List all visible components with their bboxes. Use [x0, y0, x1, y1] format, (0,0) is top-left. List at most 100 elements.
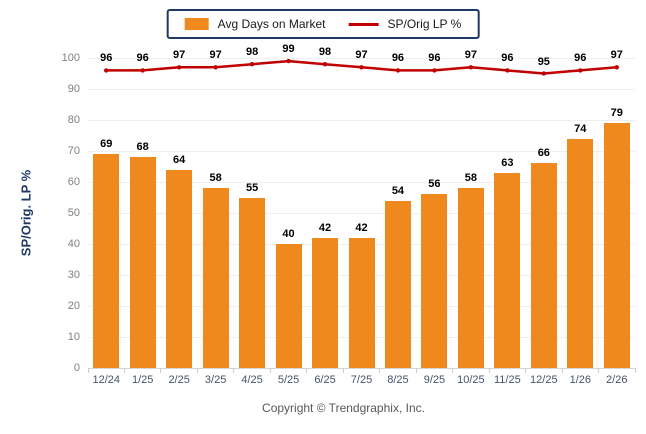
line-value-label: 96 — [428, 52, 441, 65]
line-point — [177, 65, 182, 70]
bar — [239, 197, 266, 368]
bar — [348, 237, 375, 368]
legend-bar-label: Avg Days on Market — [217, 17, 326, 31]
y-tick-label: 100 — [61, 52, 80, 64]
line-point — [432, 68, 437, 73]
y-tick-label: 20 — [67, 300, 80, 312]
bar — [275, 244, 302, 368]
x-axis-tick — [452, 368, 454, 373]
gridline — [88, 212, 635, 214]
bar — [567, 138, 594, 368]
bar — [530, 163, 557, 368]
bar-value-label: 58 — [464, 172, 477, 185]
x-tick-label: 1/26 — [569, 374, 591, 386]
x-tick-label: 11/25 — [493, 374, 521, 386]
x-tick-label: 9/25 — [423, 374, 446, 386]
line-value-label: 95 — [537, 55, 550, 68]
line-point — [578, 68, 583, 73]
bar-value-label: 42 — [355, 221, 368, 234]
bar-value-label: 69 — [100, 138, 113, 151]
x-axis-baseline — [88, 367, 635, 369]
line-value-label: 97 — [209, 49, 222, 62]
x-tick-label: 5/25 — [277, 374, 300, 386]
bar — [457, 188, 484, 368]
bar — [312, 237, 339, 368]
line-value-label: 97 — [173, 49, 186, 62]
x-tick-label: 3/25 — [204, 374, 227, 386]
line-point — [468, 65, 474, 70]
line-value-label: 99 — [282, 43, 295, 56]
x-axis-tick — [561, 368, 563, 373]
line-point — [104, 68, 109, 73]
x-axis-tick — [598, 368, 600, 373]
y-tick-label: 80 — [67, 114, 80, 126]
line-point — [505, 68, 510, 73]
x-axis-tick — [233, 368, 235, 373]
y-tick-label: 40 — [67, 238, 80, 250]
line-value-label: 96 — [391, 52, 405, 65]
line-point — [541, 71, 546, 76]
line-point — [286, 58, 291, 64]
bar — [129, 157, 156, 368]
line-point — [359, 65, 364, 70]
x-axis-tick — [196, 368, 198, 373]
y-tick-label: 0 — [73, 362, 80, 374]
x-axis-tick — [379, 368, 381, 373]
line-value-label: 96 — [501, 52, 514, 65]
gridline — [88, 119, 635, 121]
line-point — [140, 68, 145, 73]
line-series — [104, 58, 619, 76]
bar-value-label: 79 — [610, 107, 623, 120]
x-tick-label: 1/25 — [131, 374, 154, 386]
x-axis-tick — [488, 368, 490, 373]
bar-value-label: 58 — [209, 172, 222, 185]
line-series-swatch-icon — [348, 22, 379, 26]
bar — [603, 123, 630, 368]
x-tick-label: 4/25 — [241, 374, 263, 386]
x-axis-tick — [306, 368, 308, 373]
bar — [384, 200, 411, 368]
x-tick-label: 10/25 — [457, 374, 485, 386]
bar — [93, 154, 120, 368]
x-axis-tick — [415, 368, 417, 373]
bar — [166, 169, 193, 368]
x-axis-tick — [525, 368, 527, 373]
gridline — [88, 181, 635, 183]
line-value-label: 97 — [355, 49, 368, 62]
y-tick-label: 30 — [67, 269, 80, 281]
legend: Avg Days on Market SP/Orig LP % — [166, 9, 480, 39]
line-point — [322, 62, 328, 67]
gridline — [88, 57, 635, 59]
line-value-label: 97 — [464, 49, 477, 62]
y-axis-title: SP/Orig. LP % — [18, 169, 34, 257]
bar-series-swatch-icon — [184, 18, 209, 30]
x-axis-tick — [342, 368, 344, 373]
y-tick-label: 70 — [67, 145, 80, 157]
x-axis-tick — [123, 368, 125, 373]
bar-value-label: 63 — [501, 156, 514, 169]
bar — [202, 188, 229, 368]
bar-value-label: 42 — [318, 221, 332, 234]
bar-value-label: 54 — [391, 184, 405, 197]
x-tick-label: 12/24 — [92, 374, 120, 386]
y-tick-label: 90 — [67, 83, 80, 95]
y-tick-label: 10 — [67, 331, 80, 343]
x-axis-tick — [87, 368, 89, 373]
x-axis-tick — [160, 368, 162, 373]
x-tick-label: 12/25 — [530, 374, 558, 386]
line-value-label: 98 — [318, 46, 332, 59]
line-point — [249, 62, 255, 67]
bar-value-label: 64 — [173, 153, 186, 166]
bar — [421, 194, 448, 368]
copyright-text: Copyright © Trendgraphix, Inc. — [262, 401, 425, 415]
x-tick-label: 2/26 — [606, 374, 628, 386]
line-point — [213, 65, 218, 70]
x-tick-label: 6/25 — [314, 374, 336, 386]
x-axis-tick — [269, 368, 271, 373]
line-value-label: 96 — [574, 52, 587, 65]
line-value-label: 98 — [245, 46, 259, 59]
line-value-label: 96 — [136, 52, 149, 65]
x-axis-tick — [634, 368, 636, 373]
line-point — [395, 68, 401, 73]
